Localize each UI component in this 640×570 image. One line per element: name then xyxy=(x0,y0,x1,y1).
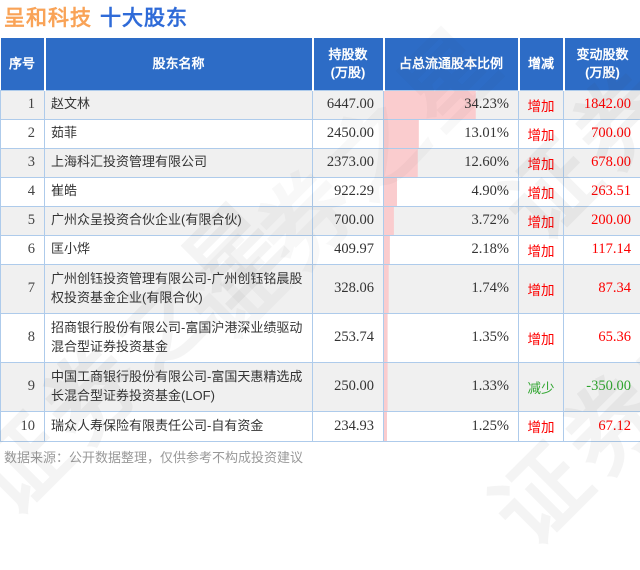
rank-cell: 8 xyxy=(1,313,45,362)
percent-cell: 1.74% xyxy=(384,264,519,313)
shares-held-cell: 6447.00 xyxy=(313,90,384,119)
rank-cell: 10 xyxy=(1,411,45,441)
shares-held-cell: 700.00 xyxy=(313,206,384,235)
rank-cell: 2 xyxy=(1,119,45,148)
percent-cell: 1.33% xyxy=(384,362,519,411)
change-direction-cell: 增加 xyxy=(519,313,564,362)
change-shares-cell: 65.36 xyxy=(564,313,640,362)
change-direction-cell: 增加 xyxy=(519,177,564,206)
page-title: 呈和科技十大股东 xyxy=(4,2,188,32)
percent-cell: 3.72% xyxy=(384,206,519,235)
shares-held-cell: 234.93 xyxy=(313,411,384,441)
change-direction-cell: 增加 xyxy=(519,235,564,264)
change-shares-cell: 1842.00 xyxy=(564,90,640,119)
change-direction-cell: 增加 xyxy=(519,119,564,148)
rank-cell: 9 xyxy=(1,362,45,411)
change-shares-cell: 87.34 xyxy=(564,264,640,313)
change-shares-cell: 117.14 xyxy=(564,235,640,264)
shareholder-name-cell: 瑞众人寿保险有限责任公司-自有资金 xyxy=(45,411,313,441)
shareholder-name-cell: 广州创钰投资管理有限公司-广州创钰铭晨股权投资基金企业(有限合伙) xyxy=(45,264,313,313)
percent-cell: 12.60% xyxy=(384,148,519,177)
column-header-2: 持股数 (万股) xyxy=(313,38,384,90)
column-header-4: 增减 xyxy=(519,38,564,90)
rank-cell: 6 xyxy=(1,235,45,264)
shares-held-cell: 2450.00 xyxy=(313,119,384,148)
change-shares-cell: 263.51 xyxy=(564,177,640,206)
column-header-0: 序号 xyxy=(1,38,45,90)
change-direction-cell: 增加 xyxy=(519,148,564,177)
shareholder-name-cell: 上海科汇投资管理有限公司 xyxy=(45,148,313,177)
shares-held-cell: 922.29 xyxy=(313,177,384,206)
percent-cell: 1.25% xyxy=(384,411,519,441)
shareholder-name-cell: 茹菲 xyxy=(45,119,313,148)
shareholder-name-cell: 匡小烨 xyxy=(45,235,313,264)
change-direction-cell: 增加 xyxy=(519,206,564,235)
shares-held-cell: 328.06 xyxy=(313,264,384,313)
change-shares-cell: 678.00 xyxy=(564,148,640,177)
shareholder-name-cell: 招商银行股份有限公司-富国沪港深业绩驱动混合型证券投资基金 xyxy=(45,313,313,362)
shareholder-name-cell: 中国工商银行股份有限公司-富国天惠精选成长混合型证券投资基金(LOF) xyxy=(45,362,313,411)
shares-held-cell: 2373.00 xyxy=(313,148,384,177)
rank-cell: 4 xyxy=(1,177,45,206)
shareholder-name-cell: 崔皓 xyxy=(45,177,313,206)
column-header-1: 股东名称 xyxy=(45,38,313,90)
percent-cell: 2.18% xyxy=(384,235,519,264)
change-direction-cell: 增加 xyxy=(519,90,564,119)
percent-cell: 13.01% xyxy=(384,119,519,148)
shares-held-cell: 409.97 xyxy=(313,235,384,264)
company-name: 呈和科技 xyxy=(4,7,92,30)
change-direction-cell: 减少 xyxy=(519,362,564,411)
change-shares-cell: 67.12 xyxy=(564,411,640,441)
change-direction-cell: 增加 xyxy=(519,264,564,313)
percent-cell: 1.35% xyxy=(384,313,519,362)
title-suffix: 十大股东 xyxy=(100,7,188,30)
change-shares-cell: -350.00 xyxy=(564,362,640,411)
change-shares-cell: 700.00 xyxy=(564,119,640,148)
rank-cell: 3 xyxy=(1,148,45,177)
rank-cell: 5 xyxy=(1,206,45,235)
shareholder-name-cell: 广州众呈投资合伙企业(有限合伙) xyxy=(45,206,313,235)
data-source-note: 数据来源：公开数据整理，仅供参考不构成投资建议 xyxy=(4,447,303,466)
shares-held-cell: 250.00 xyxy=(313,362,384,411)
percent-cell: 4.90% xyxy=(384,177,519,206)
change-direction-cell: 增加 xyxy=(519,411,564,441)
rank-cell: 1 xyxy=(1,90,45,119)
shareholder-name-cell: 赵文林 xyxy=(45,90,313,119)
percent-cell: 34.23% xyxy=(384,90,519,119)
change-shares-cell: 200.00 xyxy=(564,206,640,235)
table-header-row: 序号股东名称持股数 (万股)占总流通股本比例增减变动股数 (万股) xyxy=(1,38,640,90)
column-header-3: 占总流通股本比例 xyxy=(384,38,519,90)
column-header-5: 变动股数 (万股) xyxy=(564,38,640,90)
shares-held-cell: 253.74 xyxy=(313,313,384,362)
rank-cell: 7 xyxy=(1,264,45,313)
